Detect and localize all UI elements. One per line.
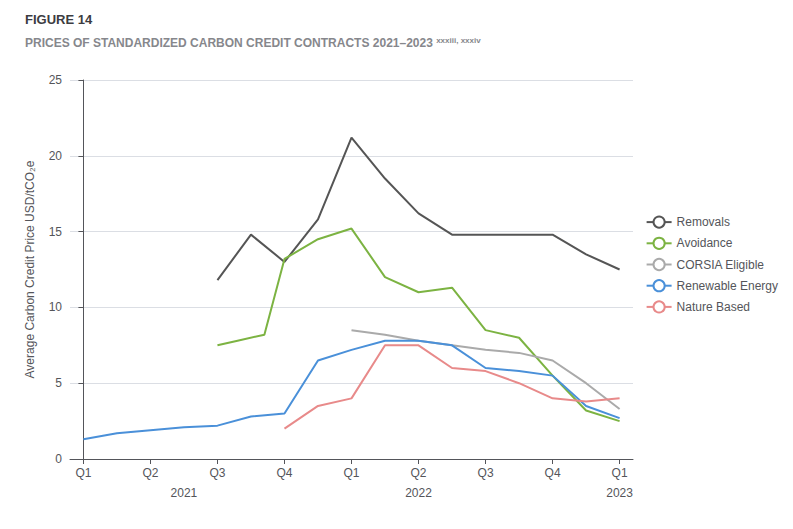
svg-text:Q2: Q2	[142, 466, 158, 480]
svg-text:Renewable Energy: Renewable Energy	[677, 279, 778, 293]
svg-text:10: 10	[49, 300, 63, 314]
svg-text:2022: 2022	[405, 486, 432, 500]
svg-text:Q2: Q2	[411, 466, 427, 480]
svg-text:FIGURE 14: FIGURE 14	[25, 12, 93, 27]
svg-text:Q1: Q1	[343, 466, 359, 480]
svg-text:Q3: Q3	[478, 466, 494, 480]
svg-text:Removals: Removals	[677, 215, 730, 229]
svg-text:CORSIA Eligible: CORSIA Eligible	[677, 258, 765, 272]
svg-text:Average Carbon Credit Price US: Average Carbon Credit Price USD/tCO₂e	[23, 160, 37, 378]
svg-text:Q3: Q3	[209, 466, 225, 480]
svg-text:25: 25	[49, 73, 63, 87]
svg-text:Avoidance: Avoidance	[677, 236, 733, 250]
svg-text:Q4: Q4	[545, 466, 561, 480]
svg-text:15: 15	[49, 225, 63, 239]
svg-text:xxxiii, xxxiv: xxxiii, xxxiv	[436, 36, 481, 45]
svg-text:2021: 2021	[171, 486, 198, 500]
svg-text:PRICES OF STANDARDIZED CARBON: PRICES OF STANDARDIZED CARBON CREDIT CON…	[25, 36, 436, 50]
svg-text:Q1: Q1	[612, 466, 628, 480]
svg-text:0: 0	[55, 452, 62, 466]
svg-text:Nature Based: Nature Based	[677, 300, 750, 314]
svg-text:2023: 2023	[606, 486, 633, 500]
svg-text:Q1: Q1	[75, 466, 91, 480]
svg-text:5: 5	[55, 376, 62, 390]
svg-text:Q4: Q4	[276, 466, 292, 480]
svg-text:20: 20	[49, 149, 63, 163]
